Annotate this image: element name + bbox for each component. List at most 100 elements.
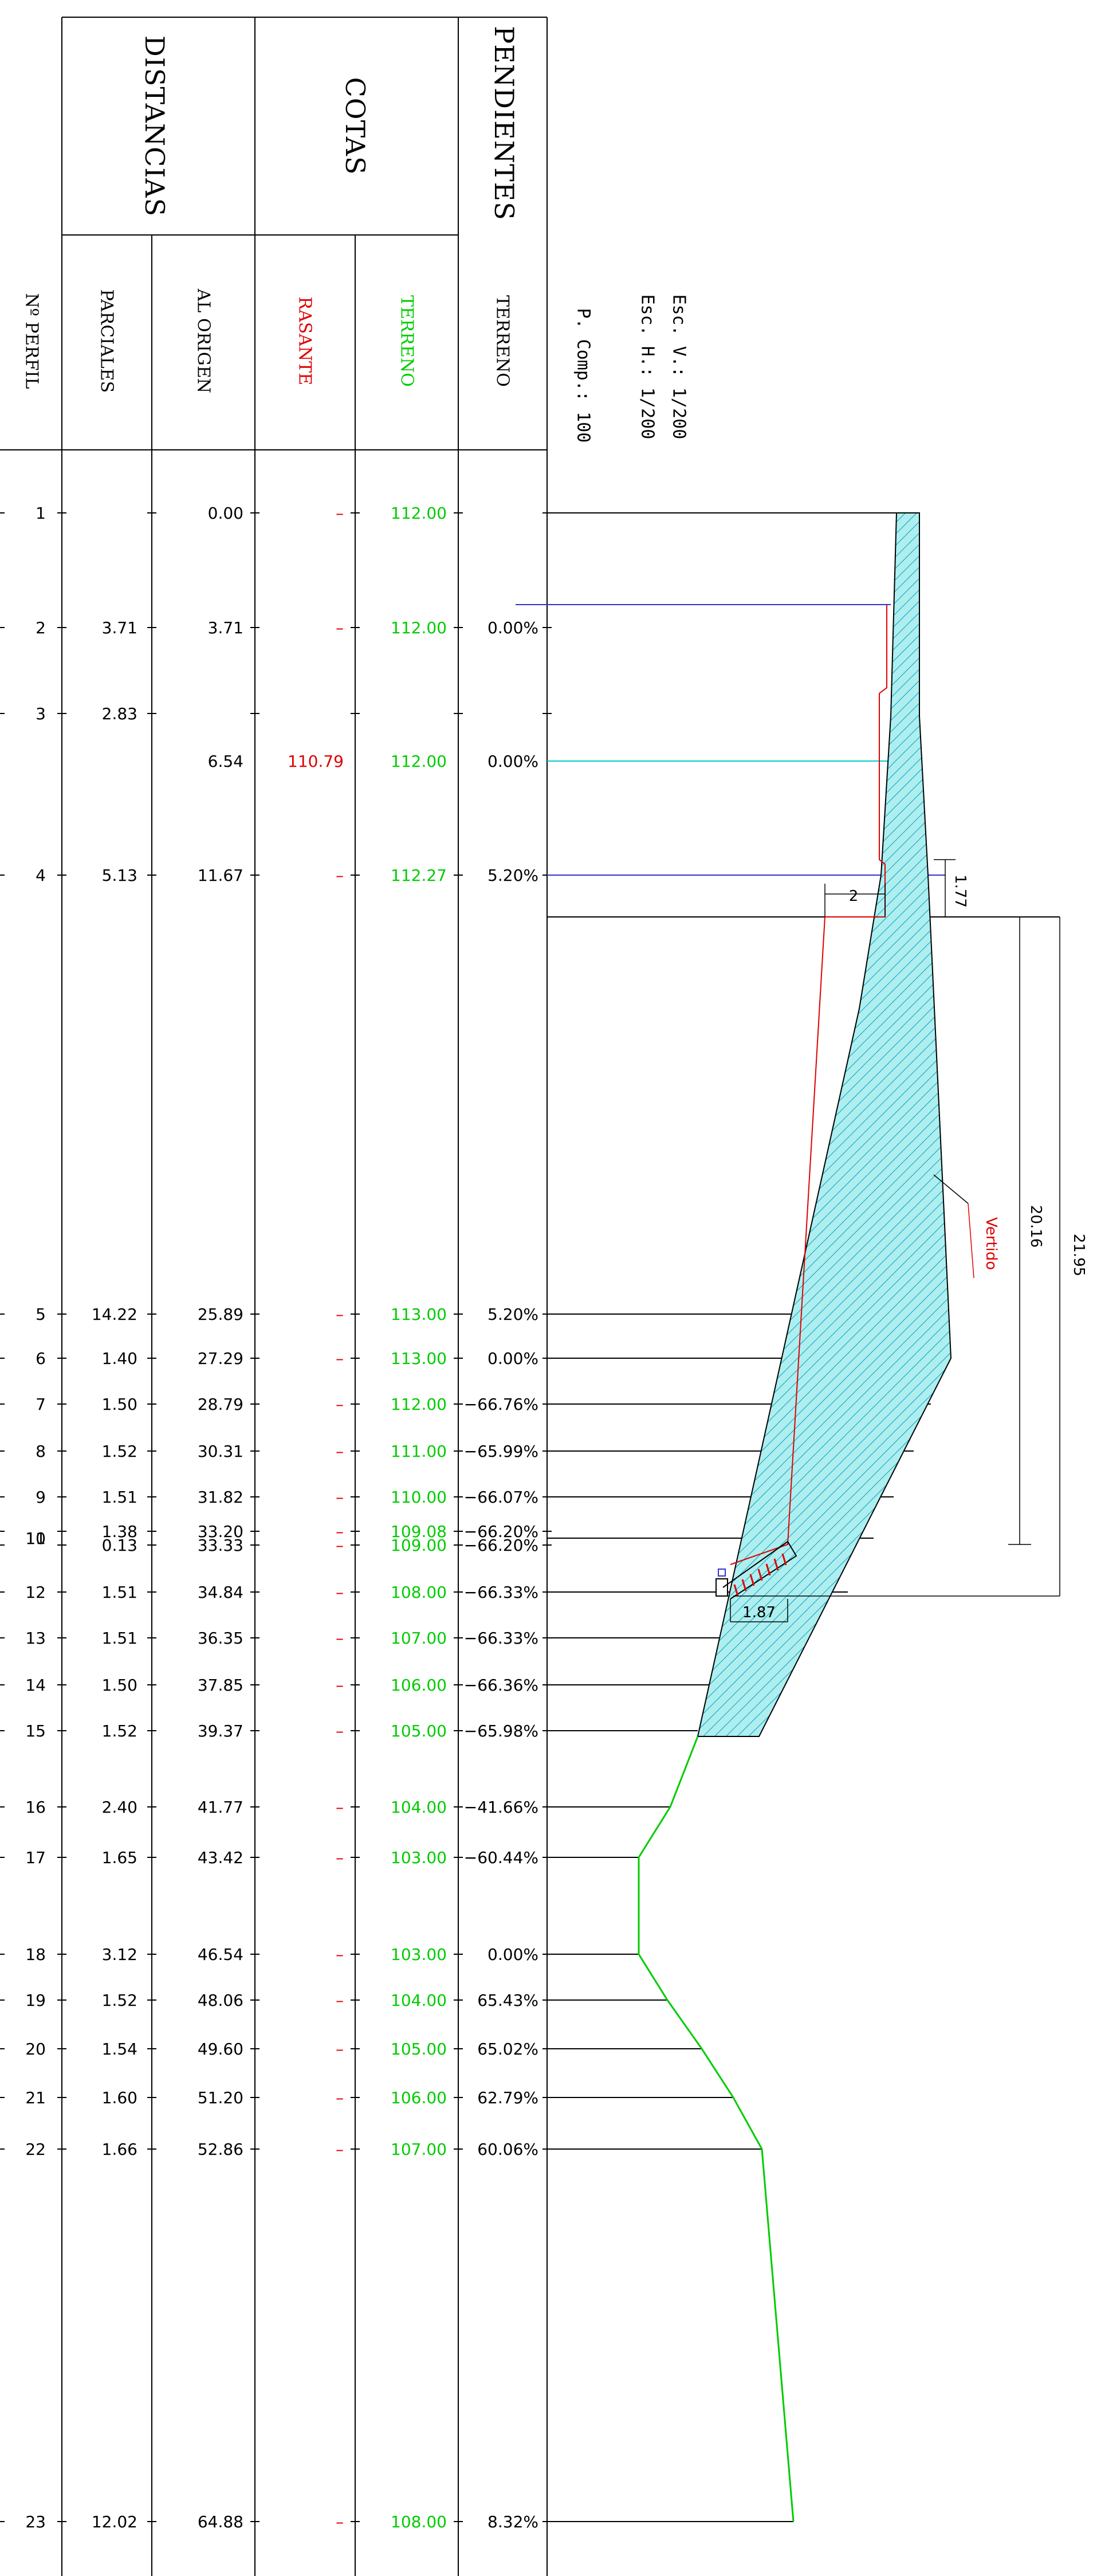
row-origen: 27.29 bbox=[198, 1349, 243, 1368]
row-n: 11 bbox=[25, 1529, 46, 1548]
row-pend: 0.00% bbox=[487, 618, 538, 637]
row-pend: 5.20% bbox=[487, 866, 538, 885]
row-terreno: 113.00 bbox=[391, 1349, 447, 1368]
row-n: 3 bbox=[36, 704, 46, 723]
row-pend: 65.02% bbox=[477, 2040, 538, 2059]
row-rasante: – bbox=[336, 1583, 344, 1602]
profile-row-17: 17 1.65 43.42 – 103.00 −60.44% bbox=[0, 1848, 639, 1867]
row-origen: 51.20 bbox=[198, 2088, 243, 2107]
row-pend: −66.33% bbox=[464, 1629, 538, 1648]
row-terreno: 107.00 bbox=[391, 2140, 447, 2159]
row-origen: 33.33 bbox=[198, 1536, 243, 1555]
row-pend: 65.43% bbox=[477, 1991, 538, 2010]
row-rasante: – bbox=[336, 2140, 344, 2159]
row-parcial: 14.22 bbox=[92, 1305, 137, 1324]
vertido-leader bbox=[968, 1203, 974, 1279]
row-pend: 0.00% bbox=[487, 752, 538, 771]
dim-1-87: 1.87 bbox=[742, 1604, 776, 1621]
row-origen: 6.54 bbox=[208, 752, 243, 771]
row-origen: 3.71 bbox=[208, 618, 243, 637]
row-origen: 41.77 bbox=[198, 1798, 243, 1817]
row-parcial: 1.51 bbox=[102, 1583, 137, 1602]
row-terreno: 106.00 bbox=[391, 1676, 447, 1695]
row-parcial: 1.52 bbox=[102, 1722, 137, 1740]
row-pend: −65.98% bbox=[464, 1722, 538, 1740]
row-terreno: 112.00 bbox=[391, 618, 447, 637]
row-terreno: 108.00 bbox=[391, 1583, 447, 1602]
row-pend: 60.06% bbox=[477, 2140, 538, 2159]
row-n: 4 bbox=[36, 866, 46, 885]
row-pend: −66.33% bbox=[464, 1583, 538, 1602]
profile-row-4: 4 5.13 11.67 – 112.27 5.20% bbox=[0, 866, 552, 885]
row-terreno: 111.00 bbox=[391, 1442, 447, 1461]
row-terreno: 107.00 bbox=[391, 1629, 447, 1648]
row-pend: 8.32% bbox=[487, 2512, 538, 2531]
table-frame bbox=[0, 17, 548, 2576]
row-terreno: 105.00 bbox=[391, 2040, 447, 2059]
row-terreno: 112.00 bbox=[391, 504, 447, 523]
row-parcial: 1.60 bbox=[102, 2088, 137, 2107]
grade-line bbox=[730, 605, 887, 1565]
row-n: 10 bbox=[25, 1529, 46, 1548]
row-origen: 30.31 bbox=[198, 1442, 243, 1461]
row-n: 5 bbox=[36, 1305, 46, 1324]
profile-row-14: 14 1.50 37.85 – 106.00 −66.36% bbox=[0, 1676, 773, 1695]
row-rasante: – bbox=[336, 1536, 344, 1555]
row-terreno: 112.27 bbox=[391, 866, 447, 885]
row-origen: 48.06 bbox=[198, 1991, 243, 2010]
row-rasante: – bbox=[336, 1991, 344, 2010]
row-pend: 62.79% bbox=[477, 2088, 538, 2107]
row-parcial: 1.51 bbox=[102, 1488, 137, 1507]
row-origen: 11.67 bbox=[198, 866, 243, 885]
row-pend: −65.99% bbox=[464, 1442, 538, 1461]
row-rasante: – bbox=[336, 2088, 344, 2107]
row-terreno: 113.00 bbox=[391, 1305, 447, 1324]
row-rasante: – bbox=[336, 866, 344, 885]
profile-row-11: 11 0.13 33.33 – 109.00 −66.20% bbox=[0, 1529, 871, 1555]
dimension-lines bbox=[730, 859, 1060, 1622]
terrain-line bbox=[638, 1736, 795, 2522]
row-n: 6 bbox=[36, 1349, 46, 1368]
row-pend: −41.66% bbox=[464, 1798, 538, 1817]
row-rasante: – bbox=[336, 2040, 344, 2059]
dim-1-77: 1.77 bbox=[952, 875, 969, 908]
row-parcial: 12.02 bbox=[92, 2512, 137, 2531]
row-pend: −66.20% bbox=[464, 1522, 538, 1541]
row-pend: 0.00% bbox=[487, 1945, 538, 1964]
row-rasante: – bbox=[336, 1945, 344, 1964]
profile-row-20: 20 1.54 49.60 – 105.00 65.02% bbox=[0, 2040, 702, 2059]
row-parcial: 1.40 bbox=[102, 1349, 137, 1368]
profile-row-9: 9 1.51 31.82 – 110.00 −66.07% bbox=[0, 1488, 894, 1507]
row-rasante: – bbox=[336, 1395, 344, 1414]
row-rasante: – bbox=[336, 1676, 344, 1695]
profile-row-16: 16 2.40 41.77 – 104.00 −41.66% bbox=[0, 1798, 670, 1817]
row-n: 21 bbox=[25, 2088, 46, 2107]
row-rasante: – bbox=[336, 1629, 344, 1648]
row-origen: 33.20 bbox=[198, 1522, 243, 1541]
row-origen: 28.79 bbox=[198, 1395, 243, 1414]
row-n: 23 bbox=[25, 2512, 46, 2531]
row-parcial: 5.13 bbox=[102, 866, 137, 885]
row-origen: 25.89 bbox=[198, 1305, 243, 1324]
row-terreno: 108.00 bbox=[391, 2512, 447, 2531]
row-pend: −60.44% bbox=[464, 1848, 538, 1867]
profile-row-12: 12 1.51 34.84 – 108.00 −66.33% bbox=[0, 1583, 848, 1602]
row-n: 16 bbox=[25, 1798, 46, 1817]
row-parcial: 1.38 bbox=[102, 1522, 137, 1541]
row-parcial: 1.51 bbox=[102, 1629, 137, 1648]
row-origen: 49.60 bbox=[198, 2040, 243, 2059]
row-terreno: 109.00 bbox=[391, 1536, 447, 1555]
row-origen: 43.42 bbox=[198, 1848, 243, 1867]
row-parcial: 3.71 bbox=[102, 618, 137, 637]
row-parcial: 1.52 bbox=[102, 1991, 137, 2010]
row-origen: 0.00 bbox=[208, 504, 243, 523]
profile-row-15: 15 1.52 39.37 – 105.00 −65.98% bbox=[0, 1722, 698, 1740]
profile-row-13: 13 1.51 36.35 – 107.00 −66.33% bbox=[0, 1629, 808, 1648]
row-n: 14 bbox=[25, 1676, 46, 1695]
row-n: 20 bbox=[25, 2040, 46, 2059]
row-origen: 64.88 bbox=[198, 2512, 243, 2531]
row-rasante: – bbox=[336, 1488, 344, 1507]
row-terreno: 112.00 bbox=[391, 752, 447, 771]
row-origen: 36.35 bbox=[198, 1629, 243, 1648]
row-terreno: 110.00 bbox=[391, 1488, 447, 1507]
